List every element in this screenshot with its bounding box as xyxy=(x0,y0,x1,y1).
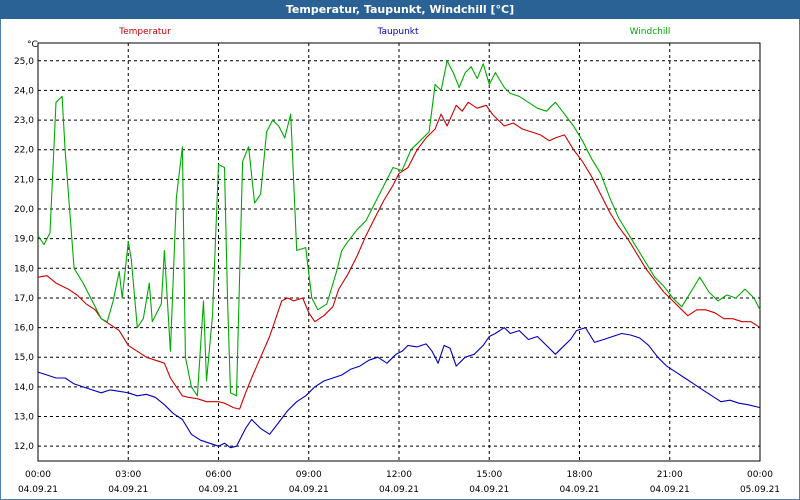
y-tick-label: 21,0 xyxy=(14,175,34,185)
y-tick-label: 13,0 xyxy=(14,413,34,423)
y-tick-label: 24,0 xyxy=(14,86,34,96)
x-tick-date: 04.09.21 xyxy=(379,485,419,495)
y-tick-label: 12,0 xyxy=(14,442,34,452)
x-tick-date: 04.09.21 xyxy=(469,485,509,495)
x-axis: 00:00 04.09.21 03:00 04.09.21 06:00 04.09.21 0… xyxy=(18,470,780,495)
y-tick-label: 16,0 xyxy=(14,324,34,334)
legend-item-temperatur: Temperatur xyxy=(118,27,171,37)
y-tick-label: 15,0 xyxy=(14,353,34,363)
y-tick-label: 18,0 xyxy=(14,264,34,274)
y-tick-label: 25,0 xyxy=(14,57,34,67)
series-line-temperatur xyxy=(37,101,761,410)
y-tick-label: 19,0 xyxy=(14,235,34,245)
y-tick-label: 22,0 xyxy=(14,146,34,156)
x-tick-time: 21:00 xyxy=(657,470,683,480)
y-tick-label: 20,0 xyxy=(14,205,34,215)
x-tick-time: 18:00 xyxy=(567,470,593,480)
x-tick-date: 04.09.21 xyxy=(198,485,238,495)
series-line-windchill xyxy=(37,60,761,397)
x-tick-date: 04.09.21 xyxy=(650,485,690,495)
y-tick-label: 14,0 xyxy=(14,383,34,393)
x-tick-time: 06:00 xyxy=(206,470,232,480)
x-tick-date: 04.09.21 xyxy=(18,485,58,495)
x-tick-time: 00:00 xyxy=(25,470,51,480)
x-tick-time: 15:00 xyxy=(476,470,502,480)
y-axis: 12,0 13,0 14,0 15,0 16,0 17,0 18,0 19,0 20,0 21,0… xyxy=(14,57,34,452)
y-axis-unit: °C xyxy=(27,40,38,50)
x-tick-time: 09:00 xyxy=(296,470,322,480)
legend-item-windchill: Windchill xyxy=(630,27,671,37)
chart-title: Temperatur, Taupunkt, Windchill [°C] xyxy=(0,0,800,19)
x-tick-date: 05.09.21 xyxy=(740,485,780,495)
y-tick-label: 17,0 xyxy=(14,294,34,304)
x-tick-time: 12:00 xyxy=(386,470,412,480)
legend: Temperatur Taupunkt Windchill xyxy=(118,27,670,37)
series-lines xyxy=(37,60,761,449)
x-tick-time: 03:00 xyxy=(115,470,141,480)
x-tick-date: 04.09.21 xyxy=(108,485,148,495)
legend-item-taupunkt: Taupunkt xyxy=(376,27,419,37)
y-tick-label: 23,0 xyxy=(14,116,34,126)
grid xyxy=(38,43,760,461)
x-tick-date: 04.09.21 xyxy=(559,485,599,495)
x-tick-time: 00:00 xyxy=(747,470,773,480)
series-line-taupunkt xyxy=(37,327,761,449)
x-tick-date: 04.09.21 xyxy=(289,485,329,495)
